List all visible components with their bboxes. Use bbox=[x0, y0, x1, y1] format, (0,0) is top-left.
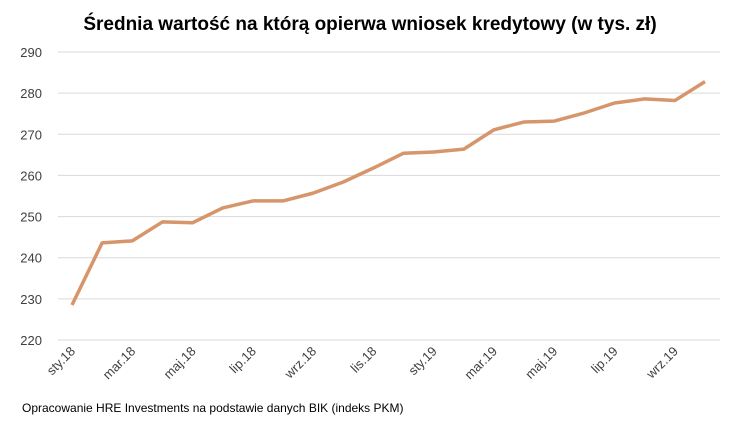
x-tick-label: sty.18 bbox=[44, 344, 78, 378]
y-tick-label: 220 bbox=[20, 333, 42, 348]
y-tick-label: 280 bbox=[20, 86, 42, 101]
y-tick-label: 240 bbox=[20, 251, 42, 266]
x-tick-label: lip.18 bbox=[226, 344, 259, 377]
x-tick-label: maj.19 bbox=[522, 344, 560, 382]
x-tick-label: lip.19 bbox=[588, 344, 621, 377]
y-tick-label: 230 bbox=[20, 292, 42, 307]
x-tick-label: sty.19 bbox=[405, 344, 439, 378]
x-tick-label: maj.18 bbox=[160, 344, 198, 382]
y-tick-label: 290 bbox=[20, 45, 42, 60]
y-tick-label: 270 bbox=[20, 127, 42, 142]
y-tick-label: 250 bbox=[20, 210, 42, 225]
x-tick-label: wrz.19 bbox=[643, 344, 681, 382]
x-tick-label: mar.19 bbox=[461, 344, 500, 383]
x-tick-label: lis.18 bbox=[347, 344, 379, 376]
data-line bbox=[70, 80, 706, 306]
x-tick-label: mar.18 bbox=[100, 344, 139, 383]
x-tick-label: wrz.18 bbox=[281, 344, 319, 382]
source-note: Opracowanie HRE Investments na podstawie… bbox=[22, 401, 404, 415]
chart-title: Średnia wartość na którą opierwa wniosek… bbox=[83, 13, 656, 35]
y-tick-label: 260 bbox=[20, 168, 42, 183]
